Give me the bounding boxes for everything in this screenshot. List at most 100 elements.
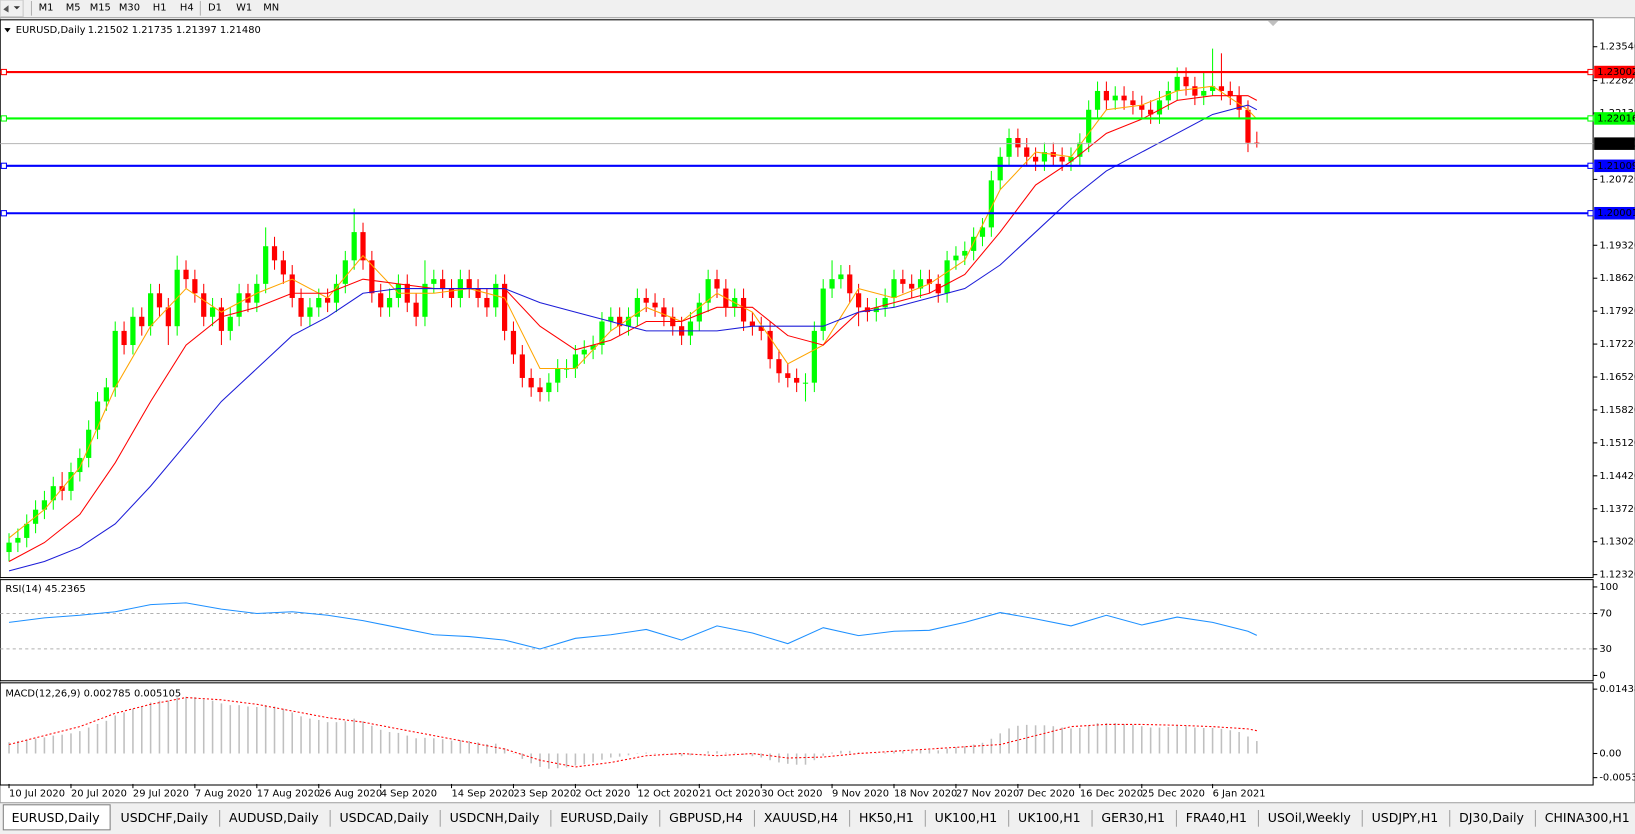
chart-tab[interactable]: USDCAD,Daily [331, 806, 441, 829]
x-tick-label: 26 Aug 2020 [319, 788, 382, 799]
candle-body [68, 472, 74, 491]
timeframe-button[interactable]: M15 [87, 0, 113, 17]
candle-body [687, 321, 694, 336]
chart-tab[interactable]: EURUSD,Daily [551, 806, 661, 829]
timeframe-button[interactable]: MN [258, 0, 284, 17]
y-tick-label: 1.13020 [1599, 537, 1635, 548]
chart-tab[interactable]: GER30,H1 [1093, 806, 1177, 829]
timeframe-box [116, 0, 142, 17]
candle-body [360, 232, 366, 261]
timeframe-button[interactable]: W1 [231, 0, 257, 17]
timeframe-box [202, 0, 228, 17]
chart-tab[interactable]: USDCNH,Daily [441, 806, 552, 829]
timeframe-button[interactable]: M5 [60, 0, 86, 17]
chart-window [0, 17, 1635, 804]
candle-body [1165, 90, 1171, 101]
y-tick-label: 1.16520 [1599, 372, 1635, 383]
timeframe-label: MN [263, 2, 279, 13]
chart-tab[interactable]: FRA40,H1 [1177, 806, 1259, 829]
timeframe-label: H4 [180, 2, 194, 13]
ohlc-info: 1.21502 1.21735 1.21397 1.21480 [88, 25, 261, 36]
candle-body [280, 260, 286, 275]
candle-body [94, 401, 101, 430]
candle-body [882, 297, 888, 308]
candle-body [510, 330, 517, 355]
chart-tab[interactable]: UK100,H1 [1009, 806, 1093, 829]
tab-label: USDCAD,Daily [340, 810, 430, 825]
timeframe-button[interactable]: M30 [116, 0, 142, 17]
candle-body [183, 269, 189, 280]
candle-body [77, 457, 83, 473]
rsi-title: RSI(14) 45.2365 [5, 584, 85, 595]
candle-body [643, 297, 649, 303]
tab-label: USDJPY,H1 [1372, 810, 1439, 825]
candle-body [484, 297, 490, 308]
chart-tab[interactable]: DJ30,Daily [1450, 806, 1536, 829]
tab-box [441, 806, 550, 829]
chart-tab[interactable]: CHINA300,H1 [1536, 806, 1635, 829]
x-tick-label: 7 Aug 2020 [195, 788, 252, 799]
x-tick-label: 14 Sep 2020 [452, 788, 515, 799]
moving-average-line [8, 104, 1258, 572]
chart-tab[interactable]: HK50,H1 [850, 806, 926, 829]
y-tick-label: -0.005396 [1599, 773, 1635, 784]
candle-body [236, 293, 242, 317]
tab-box [551, 806, 659, 829]
candle-body [962, 250, 968, 256]
candle-body [1112, 95, 1118, 101]
tab-box [2, 804, 111, 831]
chart-tab[interactable]: GBPUSD,H4 [660, 806, 755, 829]
tab-box [850, 806, 925, 829]
candle-body [714, 279, 720, 289]
candle-body [1192, 86, 1198, 96]
y-tick-label: 1.19320 [1599, 240, 1635, 251]
timeframe-button[interactable]: D1 [202, 0, 228, 17]
timeframe-button[interactable]: H1 [147, 0, 173, 17]
candle-body [1068, 156, 1074, 162]
x-tick-label: 30 Oct 2020 [761, 788, 822, 799]
chart-tab[interactable]: UK100,H1 [926, 806, 1010, 829]
candle-body [502, 283, 508, 331]
tab-box [1450, 806, 1535, 829]
timeframe-button[interactable]: M1 [33, 0, 59, 17]
tab-label: USDCHF,Daily [121, 810, 209, 825]
y-tick-label: 1.13720 [1599, 504, 1635, 515]
y-tick-label: 1.22820 [1599, 76, 1635, 87]
candle-body [271, 246, 278, 261]
candle-body [218, 307, 225, 331]
candle-body [351, 232, 357, 261]
chart-tab[interactable]: XAUUSD,H4 [755, 806, 851, 829]
y-tick-label: 70 [1599, 609, 1612, 620]
chart-tab[interactable]: AUDUSD,Daily [220, 806, 331, 829]
toolbar [0, 0, 1635, 18]
timeframe-label: M30 [119, 2, 140, 13]
price-pane-border [0, 19, 1594, 579]
tab-box [220, 806, 330, 829]
chart-tab[interactable]: EURUSD,Daily [2, 804, 111, 831]
level-price-label: 1.22016 [1597, 113, 1635, 124]
x-tick-label: 20 Jul 2020 [71, 788, 127, 799]
level-handle [1587, 68, 1594, 76]
candle-body [555, 368, 561, 383]
candle-body [537, 387, 543, 393]
candle-body [847, 274, 853, 294]
candle-body [156, 293, 163, 308]
candle-body [749, 321, 756, 327]
candle-body [811, 330, 817, 383]
candle-body [1236, 95, 1242, 110]
candle-body [130, 316, 136, 346]
candle-body [1218, 86, 1225, 91]
level-price-label: 1.21009 [1597, 161, 1635, 172]
timeframe-button[interactable]: H4 [174, 0, 200, 17]
chart-tab[interactable]: USDCHF,Daily [112, 806, 221, 829]
tab-label: USOil,Weekly [1268, 810, 1352, 825]
tab-label: USDCNH,Daily [450, 810, 540, 825]
candle-body [1245, 109, 1251, 143]
candle-body [634, 297, 640, 317]
toolbar-menu-button[interactable] [0, 0, 24, 18]
tab-box [1009, 806, 1092, 829]
chart-tab[interactable]: USDJPY,H1 [1363, 806, 1451, 829]
chart-tab[interactable]: USOil,Weekly [1259, 806, 1363, 829]
candle-body [581, 349, 587, 355]
candle-body [466, 279, 472, 289]
